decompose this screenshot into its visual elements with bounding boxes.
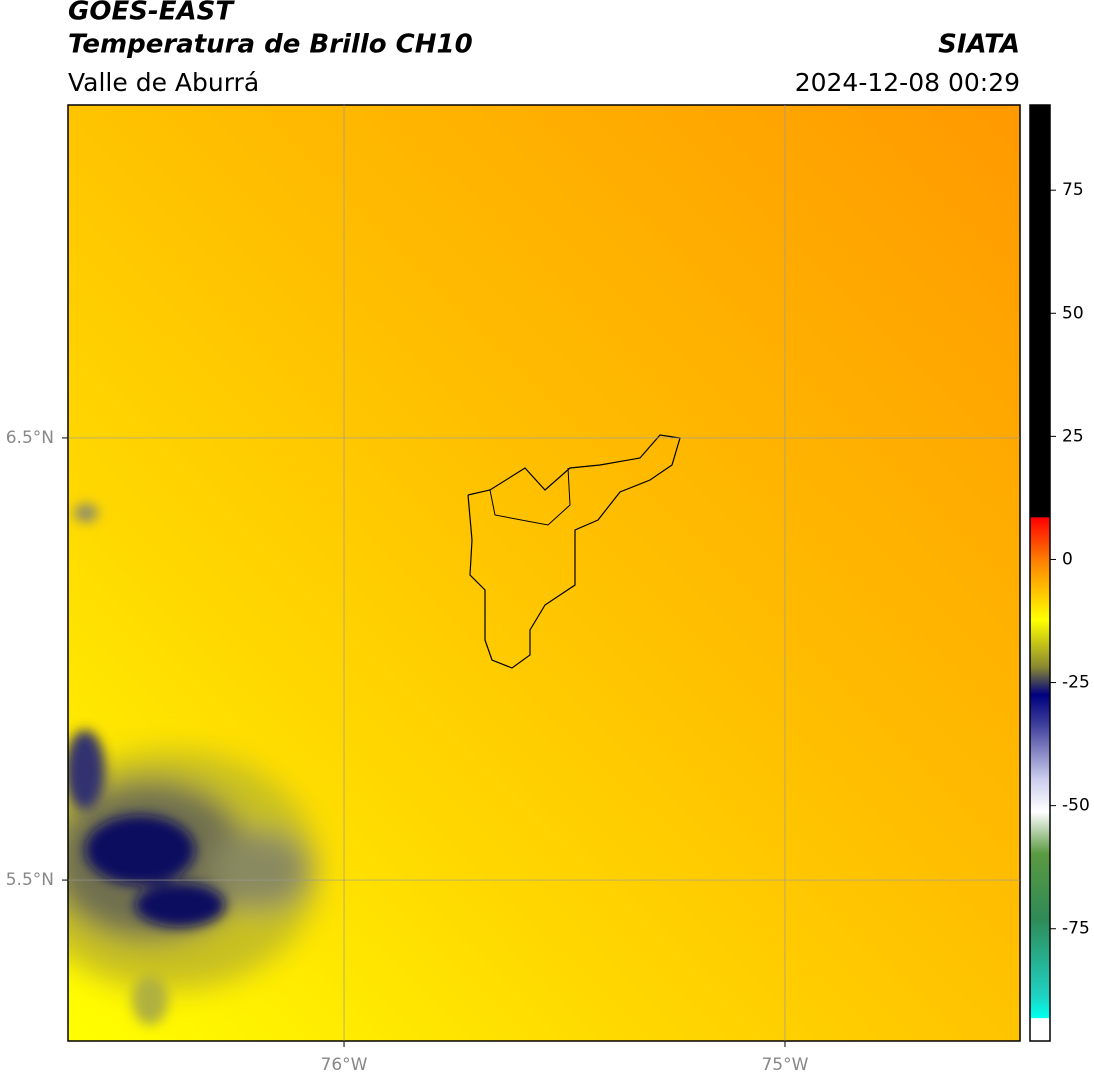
colorbar-label: 75 [1062, 180, 1084, 200]
colorbar-label: -75 [1062, 919, 1090, 939]
agency: SIATA [938, 30, 1020, 60]
y-tick-label: 6.5°N [6, 428, 54, 448]
map-image [68, 105, 1020, 1041]
colorbar-label: 50 [1062, 303, 1084, 323]
colorbar-label: -25 [1062, 673, 1090, 693]
product: Temperatura de Brillo CH10 [68, 30, 473, 60]
map-frame [67, 104, 1021, 1042]
datetime: 2024-12-08 00:29 [795, 68, 1020, 97]
y-tick-label: 5.5°N [6, 870, 54, 890]
region: Valle de Aburrá [68, 68, 259, 97]
x-tick-label: 76°W [321, 1055, 368, 1075]
colorbar-label: -50 [1062, 796, 1090, 816]
x-tick-label: 75°W [761, 1055, 808, 1075]
title: GOES-EAST [68, 0, 235, 27]
colorbar-label: 25 [1062, 426, 1084, 446]
colorbar [1029, 104, 1051, 1042]
colorbar-label: 0 [1062, 549, 1073, 569]
